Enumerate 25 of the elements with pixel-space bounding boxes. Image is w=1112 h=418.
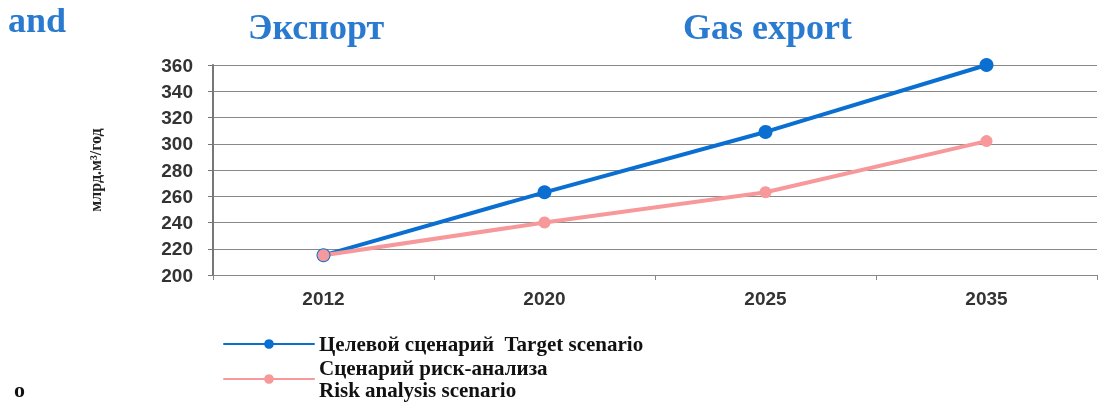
point — [759, 186, 772, 199]
y-tick-label: 260 — [161, 185, 193, 207]
y-tick-label: 220 — [161, 238, 193, 260]
point — [538, 216, 551, 229]
point — [980, 135, 993, 148]
y-tick-label: 360 — [161, 54, 193, 76]
y-tick-label: 200 — [161, 264, 193, 286]
y-tick-label: 280 — [161, 159, 193, 181]
y-tick-label: 340 — [161, 80, 193, 102]
chart-subtitle: Gas export — [683, 7, 852, 47]
y-axis-title: млрд.м³/год — [86, 128, 105, 212]
point — [537, 185, 552, 200]
x-tick-label: 2020 — [523, 288, 566, 309]
point — [758, 124, 773, 139]
y-tick-label: 240 — [161, 212, 193, 233]
y-tick-label: 320 — [161, 107, 193, 128]
legend-label: Сценарий риск-анализа Risk analysis scenario — [319, 356, 549, 402]
x-tick-label: 2012 — [302, 288, 345, 309]
x-tick-label: 2025 — [744, 288, 788, 309]
point — [979, 58, 994, 72]
legend-label: Целевой сценарий Target scenario — [319, 332, 644, 356]
text: o — [14, 376, 25, 402]
chart-title: Экспорт — [248, 7, 385, 47]
y-tick-label: 300 — [161, 133, 193, 155]
x-tick-label: 2035 — [965, 288, 1009, 309]
